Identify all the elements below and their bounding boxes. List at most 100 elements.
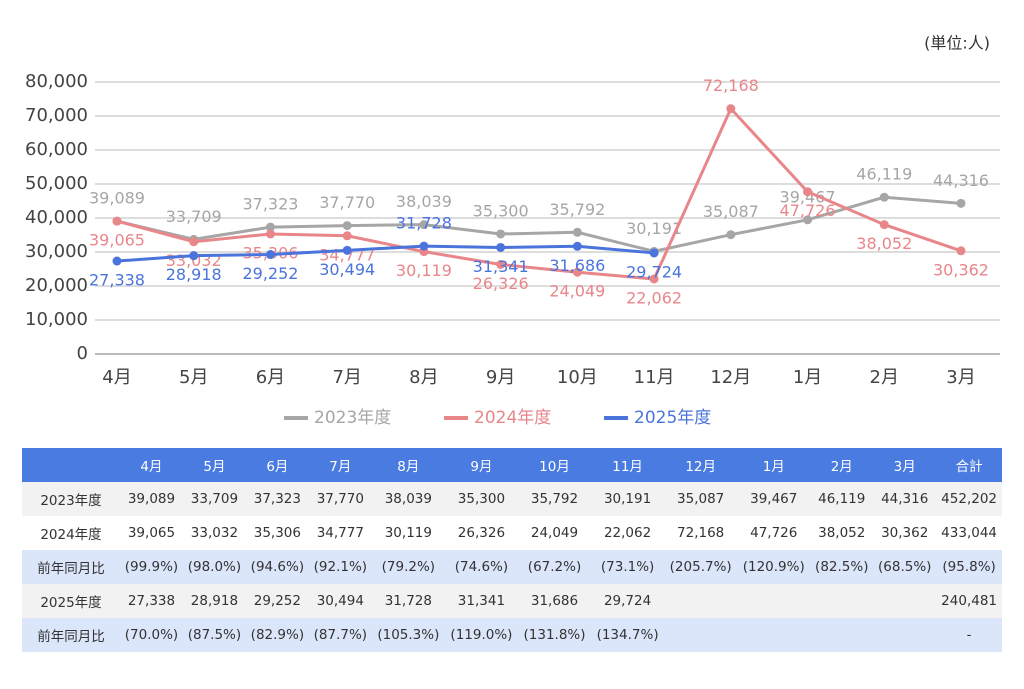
chart: (単位:人) 0 10,000 20,000 30,000 40,000 50,000 60…: [25, 34, 1000, 428]
data-label: 38,052: [856, 234, 912, 253]
table-cell: 38,052: [810, 516, 874, 550]
table-cell: (120.9%): [737, 550, 811, 584]
y-tick-label: 10,000: [25, 309, 88, 330]
header-cell: [22, 448, 120, 482]
table-cell: 240,481: [936, 584, 1002, 618]
series-line: [116, 195, 962, 253]
table-cell: 30,362: [873, 516, 937, 550]
table-cell: 26,326: [444, 516, 518, 550]
data-label: 47,726: [780, 201, 836, 220]
table-cell: (95.8%): [936, 550, 1002, 584]
data-point: [189, 237, 199, 247]
data-point: [265, 222, 275, 232]
y-tick-label: 20,000: [25, 275, 88, 296]
row-label: 2024年度: [22, 516, 120, 550]
x-tick-label: 1月: [793, 367, 822, 388]
data-point: [342, 221, 352, 231]
table-cell: 35,087: [664, 482, 738, 516]
table-row: 前年同月比 (70.0%) (87.5%) (82.9%) (87.7%) (105.3%…: [22, 618, 1002, 652]
table-cell: (105.3%): [371, 618, 445, 652]
header-cell: 10月: [517, 448, 592, 482]
data-label: 37,770: [319, 193, 375, 212]
data-point: [879, 220, 889, 230]
row-label: 前年同月比: [22, 618, 120, 652]
data-point: [496, 259, 506, 269]
row-label: 前年同月比: [22, 550, 120, 584]
data-point: [572, 227, 582, 237]
table-cell: 39,467: [737, 482, 811, 516]
x-tick-label: 2月: [870, 367, 899, 388]
table-cell: 37,323: [245, 482, 309, 516]
data-point: [112, 216, 122, 226]
table-cell: [810, 584, 874, 618]
x-tick-label: 11月: [634, 367, 675, 388]
header-cell: 12月: [664, 448, 738, 482]
data-point: [342, 231, 352, 241]
data-point: [726, 104, 736, 114]
table-cell: [873, 618, 937, 652]
series-line: [116, 244, 655, 263]
y-tick-label: 40,000: [25, 207, 88, 228]
data-point: [189, 251, 199, 261]
data-point: [726, 230, 736, 240]
table-cell: 33,032: [182, 516, 246, 550]
data-label: 31,728: [396, 214, 452, 233]
table-cell: 28,918: [182, 584, 246, 618]
table-cell: 29,252: [245, 584, 309, 618]
table-cell: 39,089: [120, 482, 183, 516]
table-cell: (92.1%): [308, 550, 372, 584]
table-cell: 33,709: [182, 482, 246, 516]
table-cell: (68.5%): [873, 550, 937, 584]
table-cell: 29,724: [591, 584, 665, 618]
data-label: 72,168: [703, 76, 759, 95]
table-cell: 35,792: [517, 482, 592, 516]
data-point: [956, 198, 966, 208]
unit-note: (単位:人): [924, 34, 990, 53]
data-label: 44,316: [933, 171, 989, 190]
table-cell: 34,777: [308, 516, 372, 550]
row-label: 2025年度: [22, 584, 120, 618]
table-cell: (70.0%): [120, 618, 183, 652]
table-row: 2024年度 39,065 33,032 35,306 34,777 30,119 26,3…: [22, 516, 1002, 550]
table-cell: (94.6%): [245, 550, 309, 584]
row-label: 2023年度: [22, 482, 120, 516]
table-cell: 39,065: [120, 516, 183, 550]
table-cell: 37,770: [308, 482, 372, 516]
table-cell: [737, 584, 811, 618]
table-cell: [664, 584, 738, 618]
x-tick-label: 6月: [256, 367, 285, 388]
header-cell: 1月: [737, 448, 811, 482]
table-cell: 27,338: [120, 584, 183, 618]
data-label: 31,686: [549, 256, 605, 275]
table-cell: (74.6%): [444, 550, 518, 584]
table-cell: (67.2%): [517, 550, 592, 584]
table-cell: 24,049: [517, 516, 592, 550]
x-tick-label: 12月: [710, 367, 751, 388]
data-label: 30,362: [933, 260, 989, 279]
table-cell: 35,300: [444, 482, 518, 516]
header-cell: 6月: [245, 448, 309, 482]
data-label: 39,089: [89, 189, 145, 208]
table-cell: (119.0%): [444, 618, 518, 652]
table-cell: [873, 584, 937, 618]
data-label: 35,300: [473, 201, 529, 220]
x-tick-label: 5月: [179, 367, 208, 388]
table-cell: 452,202: [936, 482, 1002, 516]
header-cell: 5月: [182, 448, 246, 482]
table-row: 2025年度 27,338 28,918 29,252 30,494 31,728 31,3…: [22, 584, 1002, 618]
table-cell: (131.8%): [517, 618, 592, 652]
data-label: 29,252: [242, 264, 298, 283]
table-cell: 22,062: [591, 516, 665, 550]
data-label: 30,119: [396, 261, 452, 280]
table-cell: 31,728: [371, 584, 445, 618]
data-point: [419, 220, 429, 230]
header-cell: 合計: [936, 448, 1002, 482]
data-point: [265, 229, 275, 239]
x-tick-label: 4月: [102, 367, 131, 388]
data-label: 28,918: [166, 265, 222, 284]
legend-label: 2024年度: [474, 408, 551, 428]
table-cell: 47,726: [737, 516, 811, 550]
data-point: [419, 241, 429, 251]
data-point: [649, 248, 659, 258]
table-cell: (99.9%): [120, 550, 183, 584]
